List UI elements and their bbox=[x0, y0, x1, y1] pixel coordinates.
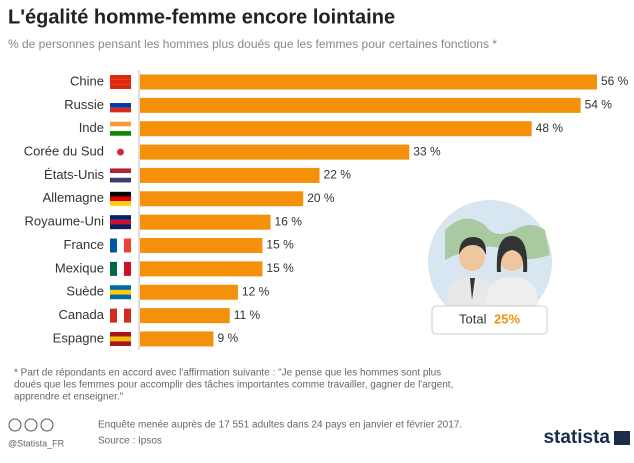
bar bbox=[140, 238, 262, 253]
flag bbox=[110, 108, 131, 113]
flag bbox=[124, 239, 131, 253]
flag bbox=[110, 224, 131, 229]
chart: L'égalité homme-femme encore lointaine %… bbox=[0, 0, 634, 458]
source: Source : Ipsos bbox=[98, 436, 162, 447]
category-label: Espagne bbox=[53, 330, 104, 345]
flag bbox=[110, 215, 131, 220]
flag bbox=[110, 103, 131, 108]
value-label: 12 % bbox=[242, 284, 270, 298]
value-label: 56 % bbox=[601, 74, 629, 88]
bar bbox=[140, 285, 238, 300]
flag bbox=[110, 80, 131, 85]
flag bbox=[110, 131, 131, 136]
flag bbox=[110, 84, 131, 89]
value-label: 15 % bbox=[266, 261, 294, 275]
value-label: 33 % bbox=[413, 144, 441, 158]
flag bbox=[110, 341, 131, 346]
footnote: doués que les femmes pour accomplir des … bbox=[14, 380, 453, 391]
flag bbox=[110, 173, 131, 178]
flag bbox=[110, 196, 131, 201]
brand: statista bbox=[543, 427, 610, 448]
flag bbox=[110, 332, 131, 337]
flag bbox=[110, 168, 131, 173]
category-label: Royaume-Uni bbox=[25, 214, 105, 229]
flag bbox=[124, 309, 131, 323]
bar bbox=[140, 308, 230, 323]
flag bbox=[110, 309, 117, 323]
flag bbox=[110, 285, 131, 290]
flag bbox=[117, 239, 124, 253]
flag bbox=[110, 239, 117, 253]
total-value: 25% bbox=[494, 311, 520, 326]
value-label: 22 % bbox=[324, 168, 352, 182]
flag bbox=[110, 290, 131, 295]
value-label: 48 % bbox=[536, 121, 564, 135]
category-label: Inde bbox=[79, 120, 104, 135]
category-label: Chine bbox=[70, 73, 104, 88]
chart-subtitle: % de personnes pensant les hommes plus d… bbox=[8, 37, 497, 51]
value-label: 9 % bbox=[217, 331, 238, 345]
flag bbox=[110, 75, 131, 80]
total-label: Total bbox=[459, 311, 487, 326]
category-label: Canada bbox=[58, 307, 104, 322]
flag bbox=[110, 178, 131, 183]
footnote: * Part de répondants en accord avec l'af… bbox=[14, 368, 441, 379]
bar bbox=[140, 75, 597, 90]
flag bbox=[117, 149, 124, 156]
bar bbox=[140, 98, 581, 113]
bar bbox=[140, 121, 532, 136]
category-label: Corée du Sud bbox=[24, 144, 104, 159]
bar bbox=[140, 331, 213, 346]
bar bbox=[140, 261, 262, 276]
flag bbox=[117, 262, 124, 276]
category-label: Allemagne bbox=[43, 190, 104, 205]
category-label: France bbox=[64, 237, 104, 252]
flag bbox=[117, 309, 124, 323]
flag bbox=[110, 201, 131, 206]
category-label: Suède bbox=[66, 284, 104, 299]
category-label: États-Unis bbox=[44, 167, 104, 182]
flag bbox=[110, 295, 131, 300]
footnote: apprendre et enseigner." bbox=[14, 392, 124, 403]
bar bbox=[140, 168, 320, 183]
flag bbox=[110, 98, 131, 103]
bar bbox=[140, 145, 409, 160]
value-label: 16 % bbox=[275, 214, 303, 228]
value-label: 15 % bbox=[266, 238, 294, 252]
bar bbox=[140, 191, 303, 206]
flag bbox=[124, 262, 131, 276]
flag bbox=[110, 126, 131, 131]
value-label: 11 % bbox=[234, 308, 261, 322]
chart-title: L'égalité homme-femme encore lointaine bbox=[8, 6, 395, 28]
category-label: Russie bbox=[64, 97, 104, 112]
flag bbox=[110, 337, 131, 342]
flag bbox=[110, 262, 117, 276]
handle: @Statista_FR bbox=[8, 438, 65, 448]
value-label: 54 % bbox=[585, 98, 613, 112]
survey-note: Enquête menée auprès de 17 551 adultes d… bbox=[98, 420, 462, 431]
bar bbox=[140, 215, 271, 230]
illustration bbox=[428, 200, 552, 334]
flag bbox=[110, 192, 131, 197]
flag bbox=[110, 220, 131, 225]
value-label: 20 % bbox=[307, 191, 335, 205]
flag bbox=[110, 122, 131, 127]
category-label: Mexique bbox=[55, 260, 104, 275]
